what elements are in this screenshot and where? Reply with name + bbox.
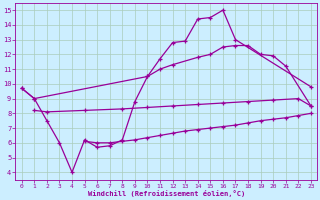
X-axis label: Windchill (Refroidissement éolien,°C): Windchill (Refroidissement éolien,°C) <box>88 190 245 197</box>
